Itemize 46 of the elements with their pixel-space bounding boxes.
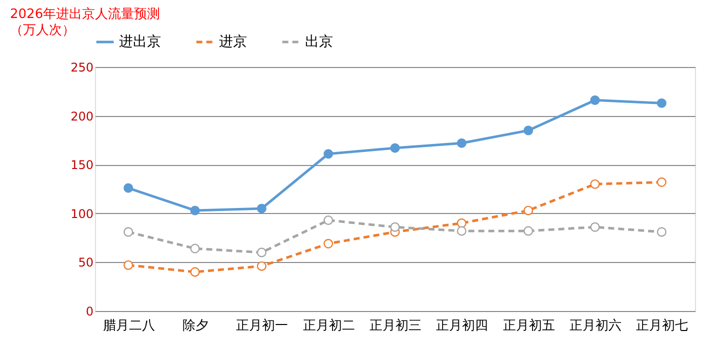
point — [256, 261, 266, 271]
chart-subtitle: （万人次） — [10, 23, 75, 38]
point — [124, 227, 134, 237]
point — [656, 227, 666, 237]
y-tick-label: 50 — [78, 256, 94, 270]
point — [324, 215, 334, 226]
point — [124, 183, 134, 193]
x-tick-label: 正月初一 — [236, 318, 288, 334]
point — [324, 238, 334, 248]
point — [124, 260, 134, 270]
y-tick-label: 150 — [70, 158, 94, 172]
x-tick-label: 正月初五 — [502, 318, 555, 334]
point — [190, 206, 200, 216]
point — [456, 138, 466, 148]
y-tick-label: 0 — [86, 304, 94, 318]
legend-label: 进出京 — [119, 34, 161, 50]
point — [456, 218, 466, 228]
point — [656, 177, 666, 187]
x-tick-label: 正月初四 — [436, 318, 488, 334]
point — [190, 267, 200, 277]
y-tick-label: 200 — [70, 109, 94, 124]
legend-label: 进京 — [219, 34, 247, 50]
x-tick-label: 除夕 — [182, 318, 208, 334]
point — [590, 179, 600, 189]
point — [524, 226, 534, 236]
point — [324, 149, 334, 159]
point — [524, 126, 534, 136]
point — [390, 143, 400, 153]
point — [656, 98, 666, 108]
y-tick-label: 100 — [70, 206, 94, 221]
x-tick-label: 正月初二 — [302, 318, 355, 334]
chart-title: 2026年进出京人流量预测 — [10, 6, 160, 22]
point — [590, 222, 600, 232]
x-tick-label: 腊月二八 — [102, 318, 155, 334]
point — [456, 226, 466, 236]
point — [256, 204, 266, 214]
x-tick-label: 正月初三 — [370, 318, 422, 334]
point — [524, 206, 534, 216]
legend-label: 出京 — [305, 34, 333, 50]
point — [256, 248, 266, 258]
point — [190, 244, 200, 254]
point — [390, 222, 400, 232]
x-tick-label: 正月初六 — [570, 318, 622, 334]
x-tick-label: 正月初七 — [636, 318, 688, 334]
y-tick-label: 250 — [70, 60, 94, 74]
point — [590, 95, 600, 105]
